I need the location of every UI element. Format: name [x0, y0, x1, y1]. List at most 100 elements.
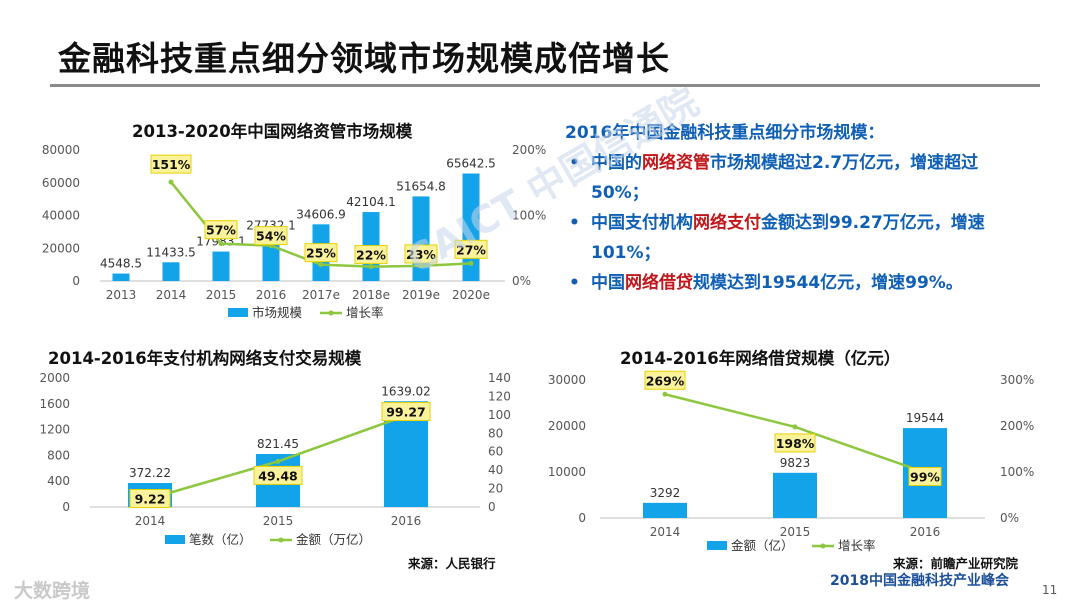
y-tick-left: 0	[62, 500, 70, 514]
y-tick-left: 80000	[42, 143, 80, 157]
chart3-title: 2014-2016年网络借贷规模（亿元）	[620, 349, 901, 368]
x-tick-label: 2018e	[352, 288, 390, 302]
footer-brand: 2018中国金融科技产业峰会	[830, 573, 1009, 589]
title-divider	[50, 84, 1040, 87]
line-label-box	[454, 239, 488, 259]
bullet-highlight: 网络资管	[642, 153, 710, 173]
y-tick-left: 0	[72, 274, 80, 288]
x-tick-label: 2017e	[302, 288, 340, 302]
bullet-text: 中国的	[591, 153, 642, 173]
y-tick-right: 40	[488, 463, 503, 477]
bullet-text: 规模达到19544亿元，增速99%。	[693, 273, 963, 293]
line-value-label: 99.27	[386, 405, 426, 420]
y-tick-left: 400	[47, 474, 70, 488]
bar-value-label: 19544	[906, 411, 944, 425]
legend-bar-label: 笔数（亿）	[189, 532, 252, 547]
bullet-text: 金额达到99.27万亿元，增速101%；	[591, 213, 985, 263]
summary-bullet: 中国支付机构网络支付金额达到99.27万亿元，增速101%；	[569, 208, 1035, 268]
y-tick-right: 0%	[512, 274, 531, 288]
legend-line-marker	[278, 537, 284, 543]
line-label-box	[254, 226, 288, 246]
bar-value-label: 9823	[780, 456, 811, 470]
line-label-box	[129, 489, 171, 509]
y-tick-left: 30000	[548, 373, 586, 387]
bar	[773, 472, 817, 518]
summary-bullet: 中国网络借贷规模达到19544亿元，增速99%。	[569, 268, 1035, 298]
line-label-box	[304, 243, 338, 263]
line-point	[468, 260, 474, 266]
bar-value-label: 34606.9	[296, 207, 346, 221]
x-tick-label: 2014	[650, 525, 681, 539]
line-point	[368, 264, 374, 270]
line-value-label: 27%	[456, 242, 486, 257]
line-label-box	[381, 402, 431, 422]
line-value-label: 198%	[776, 436, 815, 451]
x-tick-label: 2014	[156, 288, 187, 302]
y-tick-right: 60	[488, 445, 503, 459]
chart2-title: 2014-2016年支付机构网络支付交易规模	[48, 349, 362, 368]
line-value-label: 57%	[206, 223, 236, 238]
line-value-label: 269%	[646, 373, 685, 388]
legend-bar-label: 金额（亿）	[731, 538, 794, 553]
legend-bar-label: 市场规模	[252, 305, 303, 320]
line-label-box	[354, 245, 388, 265]
line-point	[318, 262, 324, 268]
legend-bar-swatch	[228, 308, 248, 317]
line-value-label: 22%	[356, 248, 386, 263]
bar	[112, 273, 130, 281]
y-tick-left: 1200	[39, 423, 70, 437]
line-value-label: 99%	[910, 469, 940, 484]
x-tick-label: 2015	[780, 525, 811, 539]
y-tick-right: 0%	[1000, 511, 1019, 525]
x-tick-label: 2019e	[402, 288, 440, 302]
y-tick-right: 140	[488, 371, 511, 385]
y-tick-left: 60000	[42, 176, 80, 190]
bar-value-label: 3292	[650, 486, 681, 500]
line-label-box	[204, 220, 238, 240]
line-value-label: 54%	[256, 229, 286, 244]
bar-value-label: 821.45	[257, 437, 299, 451]
bar-value-label: 51654.8	[396, 179, 446, 193]
bar-value-label: 42104.1	[346, 195, 396, 209]
line-point	[218, 241, 224, 247]
y-tick-right: 200%	[1000, 419, 1034, 433]
y-tick-left: 20000	[548, 419, 586, 433]
y-tick-right: 0	[488, 500, 496, 514]
bar-value-label: 11433.5	[146, 245, 196, 259]
y-tick-right: 120	[488, 389, 511, 403]
line-value-label: 151%	[152, 157, 191, 172]
y-tick-left: 20000	[42, 241, 80, 255]
legend-line-label: 增长率	[346, 305, 384, 320]
y-tick-right: 100%	[512, 209, 546, 223]
legend-line-label: 金额（万亿）	[296, 532, 371, 547]
line-label-box	[150, 154, 192, 174]
line-point	[662, 391, 668, 397]
line-value-label: 25%	[306, 246, 336, 261]
y-tick-left: 2000	[39, 371, 70, 385]
legend-bar-swatch	[707, 541, 727, 550]
legend-line-marker	[328, 310, 334, 316]
line-label-box	[644, 370, 686, 390]
y-tick-right: 20	[488, 482, 503, 496]
x-tick-label: 2016	[256, 288, 287, 302]
bullet-highlight: 网络支付	[693, 213, 761, 233]
chart2-source: 来源：人民银行	[408, 556, 496, 571]
line-label-box	[253, 465, 303, 485]
x-tick-label: 2016	[391, 514, 422, 528]
x-tick-label: 2014	[135, 514, 166, 528]
y-tick-left: 800	[47, 448, 70, 462]
bar-value-label: 4548.5	[100, 257, 142, 271]
y-tick-left: 1600	[39, 397, 70, 411]
summary-panel: 2016年中国金融科技重点细分市场规模： 中国的网络资管市场规模超过2.7万亿元…	[565, 118, 1035, 298]
chart1-title: 2013-2020年中国网络资管市场规模	[132, 122, 413, 141]
summary-list: 中国的网络资管市场规模超过2.7万亿元，增速超过50%； 中国支付机构网络支付金…	[565, 148, 1035, 298]
x-tick-label: 2015	[206, 288, 237, 302]
line-value-label: 49.48	[258, 468, 298, 483]
x-tick-label: 2020e	[452, 288, 490, 302]
y-tick-left: 40000	[42, 209, 80, 223]
bar-value-label: 372.22	[129, 466, 171, 480]
bullet-highlight: 网络借贷	[625, 273, 693, 293]
bar-value-label: 65642.5	[446, 157, 496, 171]
bar-value-label: 1639.02	[381, 384, 431, 398]
